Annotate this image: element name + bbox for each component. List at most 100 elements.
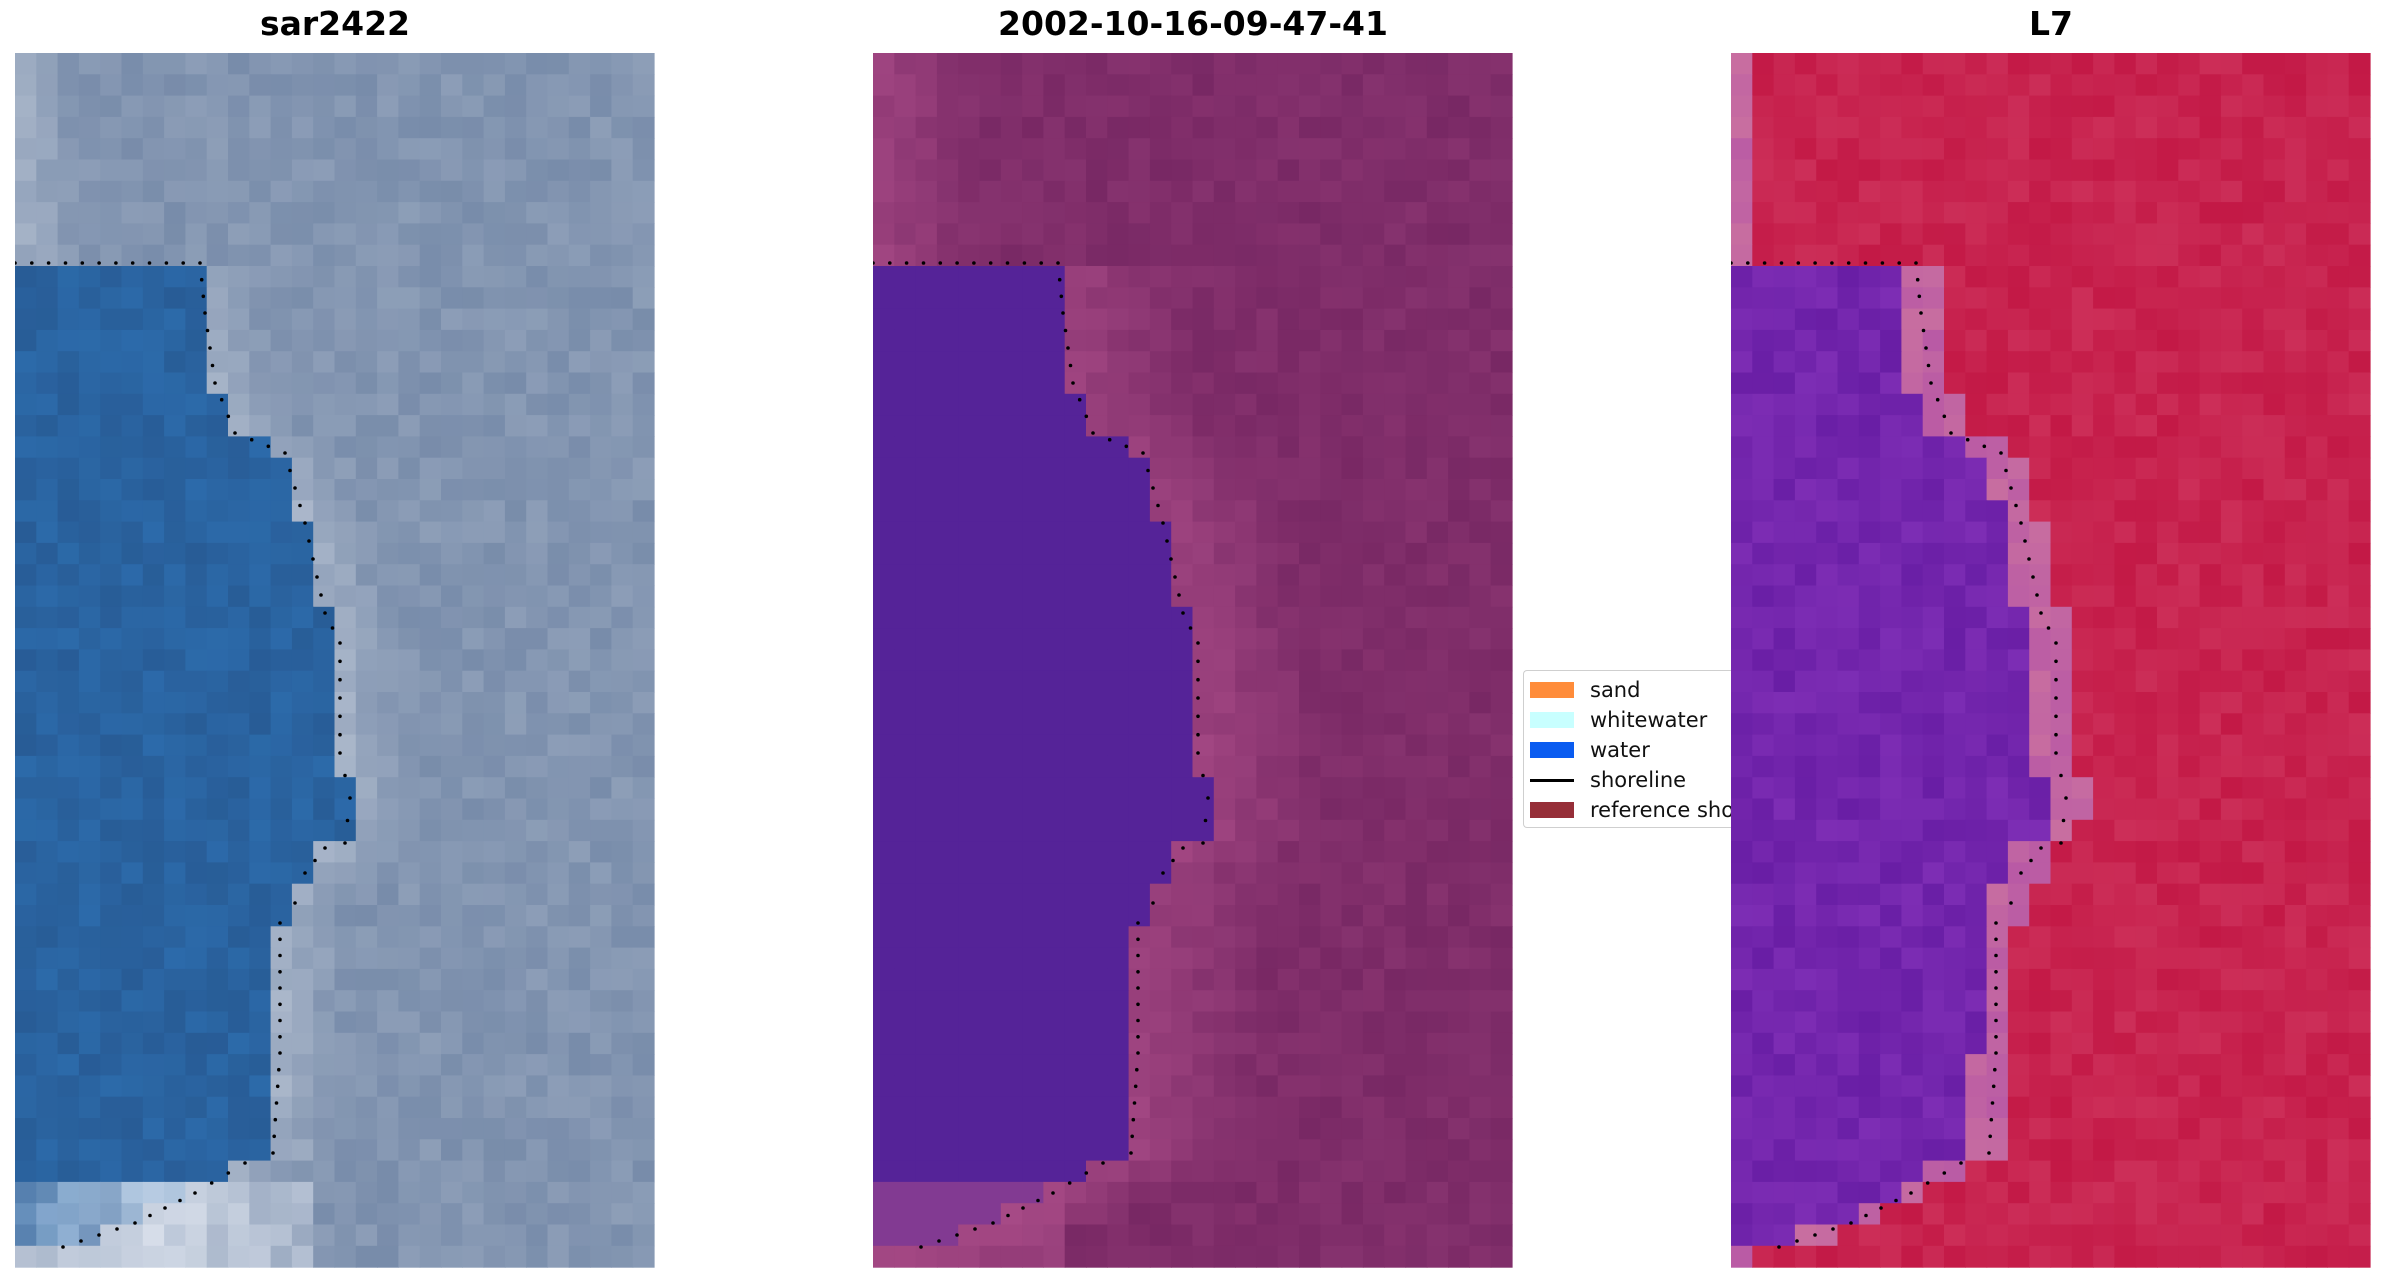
image-pixel — [504, 116, 527, 139]
image-pixel — [1022, 777, 1044, 800]
image-pixel — [936, 755, 959, 778]
image-pixel — [377, 649, 399, 672]
image-pixel — [313, 223, 336, 246]
image-pixel — [483, 968, 506, 991]
image-pixel — [334, 628, 357, 650]
image-pixel — [377, 415, 399, 437]
image-pixel — [355, 670, 378, 693]
image-pixel — [1277, 1096, 1300, 1119]
image-pixel — [1064, 1224, 1087, 1247]
image-pixel — [2348, 905, 2371, 927]
image-pixel — [1107, 521, 1130, 544]
image-pixel — [1490, 1139, 1513, 1162]
image-pixel — [958, 883, 981, 906]
image-pixel — [483, 1054, 506, 1076]
image-pixel — [441, 542, 463, 565]
image-pixel — [1043, 606, 1066, 629]
image-pixel — [1043, 862, 1066, 885]
image-pixel — [1000, 564, 1023, 587]
image-pixel — [1341, 1139, 1364, 1162]
image-pixel — [873, 1203, 895, 1226]
image-pixel — [873, 670, 895, 693]
image-pixel — [1965, 244, 1988, 267]
image-pixel — [873, 1054, 895, 1076]
image-pixel — [1752, 415, 1775, 437]
image-pixel — [1816, 713, 1839, 736]
image-pixel — [462, 436, 485, 459]
image-pixel — [915, 393, 938, 416]
image-pixel — [1277, 1224, 1300, 1247]
image-pixel — [1149, 713, 1172, 736]
image-pixel — [228, 1011, 250, 1034]
image-pixel — [1277, 159, 1300, 182]
image-pixel — [1086, 351, 1108, 374]
image-pixel — [632, 223, 655, 246]
image-pixel — [1277, 287, 1300, 310]
image-pixel — [1448, 947, 1470, 970]
image-pixel — [249, 819, 272, 842]
image-pixel — [894, 1032, 917, 1055]
image-pixel — [1773, 116, 1796, 139]
image-pixel — [1880, 713, 1902, 736]
image-pixel — [419, 777, 442, 800]
image-pixel — [1192, 53, 1215, 75]
image-pixel — [873, 585, 895, 608]
image-pixel — [164, 202, 186, 224]
image-pixel — [100, 266, 123, 288]
image-pixel — [2007, 883, 2030, 906]
image-pixel — [590, 713, 612, 736]
image-pixel — [1086, 521, 1108, 544]
image-pixel — [2157, 990, 2179, 1013]
image-pixel — [2071, 713, 2094, 736]
image-pixel — [36, 266, 59, 288]
image-pixel — [504, 713, 527, 736]
image-pixel — [355, 308, 378, 331]
image-pixel — [1426, 1139, 1449, 1162]
image-pixel — [1022, 308, 1044, 331]
image-pixel — [2071, 308, 2094, 331]
image-pixel — [1965, 74, 1988, 97]
image-pixel — [164, 116, 186, 139]
image-pixel — [526, 74, 549, 97]
shoreline-dot — [1206, 796, 1210, 800]
image-pixel — [249, 585, 272, 608]
image-pixel — [611, 53, 634, 75]
image-pixel — [2071, 968, 2094, 991]
image-pixel — [15, 990, 37, 1013]
image-pixel — [611, 479, 634, 501]
image-pixel — [1469, 1224, 1492, 1247]
image-pixel — [1022, 1096, 1044, 1119]
image-pixel — [2327, 542, 2350, 565]
image-pixel — [1341, 798, 1364, 821]
image-pixel — [1901, 542, 1924, 565]
image-pixel — [142, 990, 165, 1013]
image-pixel — [270, 777, 293, 800]
image-pixel — [1858, 436, 1881, 459]
image-pixel — [979, 436, 1002, 459]
image-pixel — [1086, 905, 1108, 927]
image-pixel — [1426, 1245, 1449, 1268]
shoreline-dot — [988, 261, 993, 265]
image-pixel — [377, 1245, 399, 1268]
image-pixel — [1299, 521, 1321, 544]
image-pixel — [121, 926, 144, 949]
image-pixel — [526, 1203, 549, 1226]
shoreline-dot — [973, 1227, 977, 1231]
image-pixel — [1192, 649, 1215, 672]
shoreline-dot — [1188, 626, 1193, 630]
image-pixel — [78, 53, 101, 75]
image-pixel — [441, 819, 463, 842]
image-pixel — [526, 819, 549, 842]
image-pixel — [1235, 606, 1257, 629]
image-pixel — [1149, 798, 1172, 821]
image-pixel — [936, 628, 959, 650]
image-pixel — [121, 841, 144, 863]
image-pixel — [1944, 798, 1966, 821]
image-pixel — [2157, 521, 2179, 544]
image-pixel — [78, 649, 101, 672]
image-pixel — [355, 329, 378, 352]
image-pixel — [1256, 564, 1279, 587]
image-pixel — [2327, 990, 2350, 1013]
image-pixel — [164, 457, 186, 480]
image-pixel — [1171, 1181, 1194, 1204]
